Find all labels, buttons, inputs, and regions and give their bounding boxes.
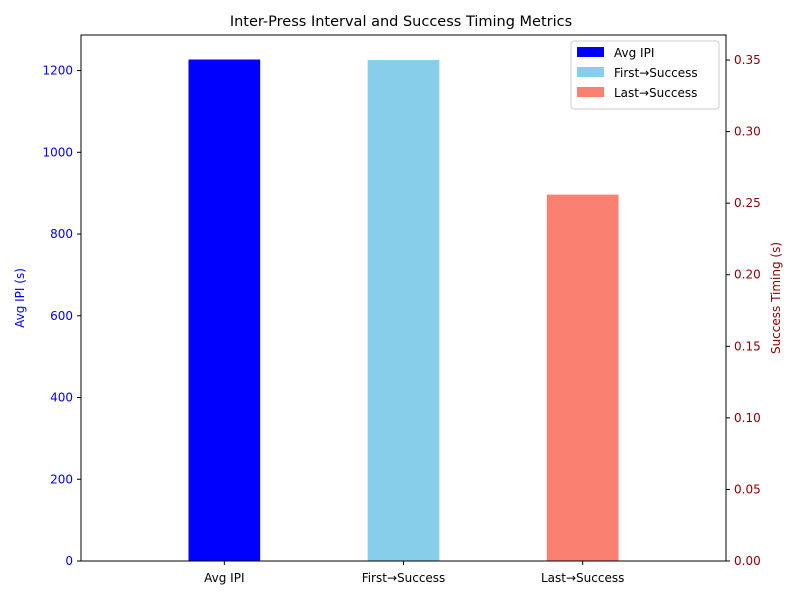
legend: Avg IPI First→Success Last→Success [570,40,720,110]
right-tick-label: 0.15 [734,339,761,353]
left-tick-label: 600 [50,309,73,323]
right-tick-label: 0.20 [734,268,761,282]
x-tick-label: First→Success [362,571,446,585]
right-tick-label: 0.25 [734,196,761,210]
bars-group [188,59,619,562]
bar-first-success [367,60,440,562]
legend-swatch [577,67,604,77]
legend-swatch [577,47,604,57]
left-axis-label: Avg IPI (s) [13,268,27,328]
right-tick-label: 0.05 [734,482,761,496]
plot-frame [80,34,727,562]
right-axis-label: Success Timing (s) [769,242,783,354]
right-tick-label: 0.30 [734,125,761,139]
legend-label: Avg IPI [614,46,654,60]
legend-label: Last→Success [614,86,697,100]
right-tick-label: 0.00 [734,554,761,568]
left-y-axis: 0 200 400 600 800 1000 1200 [42,64,81,568]
bar-last-success [546,194,619,561]
left-tick-label: 200 [50,472,73,486]
x-tick-label: Avg IPI [204,571,244,585]
right-y-axis: 0.00 0.05 0.10 0.15 0.20 0.25 0.30 0.35 [726,53,761,568]
left-tick-label: 800 [50,227,73,241]
left-tick-label: 1200 [42,64,73,78]
left-tick-label: 0 [65,554,73,568]
bar-avg-ipi [188,59,261,561]
legend-label: First→Success [614,66,698,80]
left-tick-label: 1000 [42,145,73,159]
chart-title: Inter-Press Interval and Success Timing … [230,14,572,30]
left-tick-label: 400 [50,391,73,405]
legend-swatch [577,87,604,97]
legend-box [570,40,720,110]
x-axis: Avg IPI First→Success Last→Success [204,561,624,585]
right-tick-label: 0.10 [734,411,761,425]
x-tick-label: Last→Success [541,571,624,585]
right-tick-label: 0.35 [734,53,761,67]
